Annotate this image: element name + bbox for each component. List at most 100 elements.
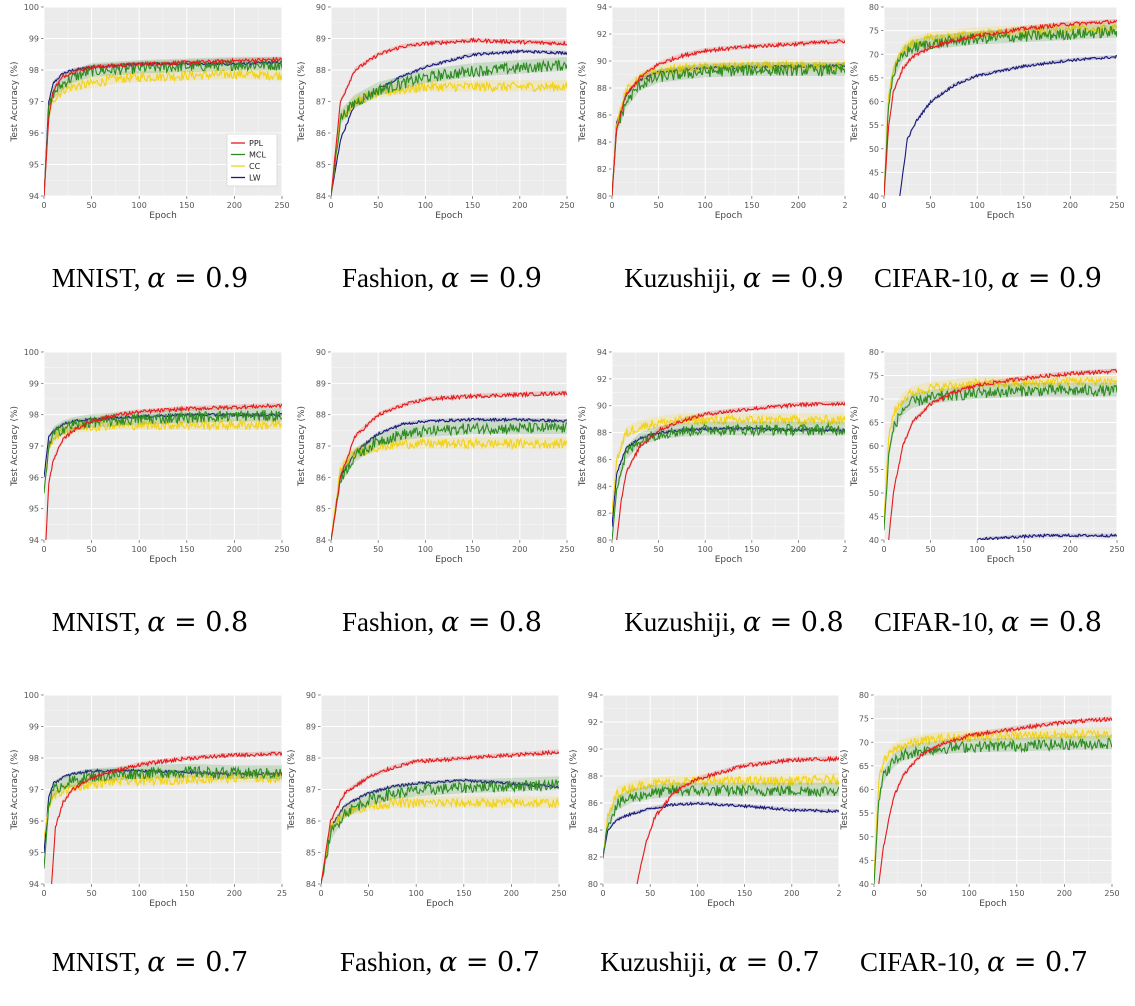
x-axis-label: Epoch [435,211,463,221]
y-tick-label: 75 [869,27,879,36]
panel-caption: CIFAR-10, α = 0.9 [848,263,1128,294]
x-axis-label: Epoch [707,899,735,909]
series-line-cc [321,796,559,884]
series-group [321,749,559,884]
x-axis-label: Epoch [715,211,743,221]
y-tick-label: 84 [316,536,326,545]
series-line-mcl [612,62,845,196]
y-tick-label: 90 [588,745,598,754]
series-line-ppl [331,390,567,540]
panel-caption: MNIST, α = 0.8 [10,607,290,638]
x-tick-label: 2 [842,545,847,554]
y-tick-label: 90 [597,402,607,411]
x-tick-label: 100 [690,889,705,898]
caption-dataset: Kuzushiji, [600,947,719,977]
series-band-cc [321,796,559,884]
x-tick-label: 150 [1016,545,1031,554]
x-tick-label: 0 [318,889,323,898]
x-tick-label: 50 [926,201,936,210]
series-group [331,37,567,196]
chart-panel-2: 84 85 86 87 88 89 90 0 50 100 150 200 250 Epoch Test A… [297,3,575,221]
series-line-mcl [612,422,845,540]
y-tick-label: 55 [869,121,879,130]
x-tick-label: 250 [274,545,289,554]
series-band-mcl [331,56,567,196]
panel-caption: Fashion, α = 0.9 [302,263,582,294]
y-axis-label: Test Accuracy (%) [297,406,307,487]
series-line-mcl [603,783,839,859]
caption-alpha-value: = 0.9 [165,263,249,294]
series-line-mcl [331,421,567,540]
y-axis-label: Test Accuracy (%) [10,406,20,487]
y-axis-label: Test Accuracy (%) [297,61,307,142]
caption-alpha-symbol: α [742,607,761,638]
y-tick-label: 97 [29,786,39,795]
caption-alpha-value: = 0.9 [1019,263,1102,294]
caption-dataset: CIFAR-10, [874,263,1002,293]
y-tick-label: 55 [869,466,879,475]
caption-dataset: Kuzushiji, [624,263,743,293]
series-line-mcl [321,778,559,884]
x-tick-label: 150 [465,545,480,554]
y-tick-label: 82 [588,853,598,862]
x-axis-label: Epoch [435,555,463,565]
y-tick-label: 95 [29,849,39,858]
y-tick-label: 100 [24,691,39,700]
y-tick-label: 86 [306,817,316,826]
y-tick-label: 100 [24,348,39,357]
series-band-cc [331,437,567,540]
panel-caption: Kuzushiji, α = 0.7 [570,947,850,978]
y-tick-label: 40 [869,536,879,545]
series-line-ppl [612,39,845,196]
caption-alpha-symbol: α [147,263,166,294]
y-tick-label: 99 [29,379,39,388]
y-tick-label: 98 [29,411,39,420]
x-tick-label: 150 [179,545,194,554]
series-line-ppl [888,368,1117,540]
x-tick-label: 0 [881,201,886,210]
caption-alpha-symbol: α [987,947,1006,978]
series-line-mcl [884,25,1117,196]
panel-caption: Kuzushiji, α = 0.9 [594,263,874,294]
x-tick-label: 100 [418,545,433,554]
series-group [331,390,567,540]
x-tick-label: 200 [1057,889,1072,898]
legend-label-cc: CC [249,162,261,171]
x-tick-label: 100 [418,201,433,210]
y-tick-label: 50 [859,833,869,842]
y-tick-label: 84 [316,192,326,201]
x-tick-label: 250 [1109,545,1124,554]
y-tick-label: 87 [306,786,316,795]
legend-label-lw: LW [249,174,261,183]
caption-alpha-value: = 0.7 [737,947,820,978]
y-tick-label: 65 [859,762,869,771]
y-axis-label: Test Accuracy (%) [840,749,850,830]
x-tick-label: 2 [836,889,841,898]
series-line-ppl [878,716,1112,884]
series-band-mcl [603,782,839,859]
caption-alpha-value: = 0.8 [165,607,249,638]
y-tick-label: 85 [306,849,316,858]
y-tick-label: 50 [869,489,879,498]
x-tick-label: 50 [645,889,655,898]
caption-alpha-symbol: α [1001,607,1020,638]
series-line-ppl [51,751,282,884]
x-tick-label: 50 [926,545,936,554]
y-tick-label: 86 [588,799,598,808]
caption-dataset: MNIST, [51,263,148,293]
y-tick-label: 84 [588,826,598,835]
y-tick-label: 86 [597,111,607,120]
panel-caption: Fashion, α = 0.8 [302,607,582,638]
series-line-cc [44,418,282,494]
series-group [44,56,282,196]
caption-alpha-symbol: α [441,607,460,638]
x-tick-label: 200 [227,545,242,554]
y-tick-label: 80 [859,691,869,700]
y-tick-label: 86 [316,129,326,138]
y-tick-label: 96 [29,473,39,482]
series-line-ppl [321,749,559,884]
x-axis-label: Epoch [426,899,454,909]
y-tick-label: 92 [597,30,607,39]
y-tick-label: 70 [869,395,879,404]
y-tick-label: 84 [306,880,316,889]
